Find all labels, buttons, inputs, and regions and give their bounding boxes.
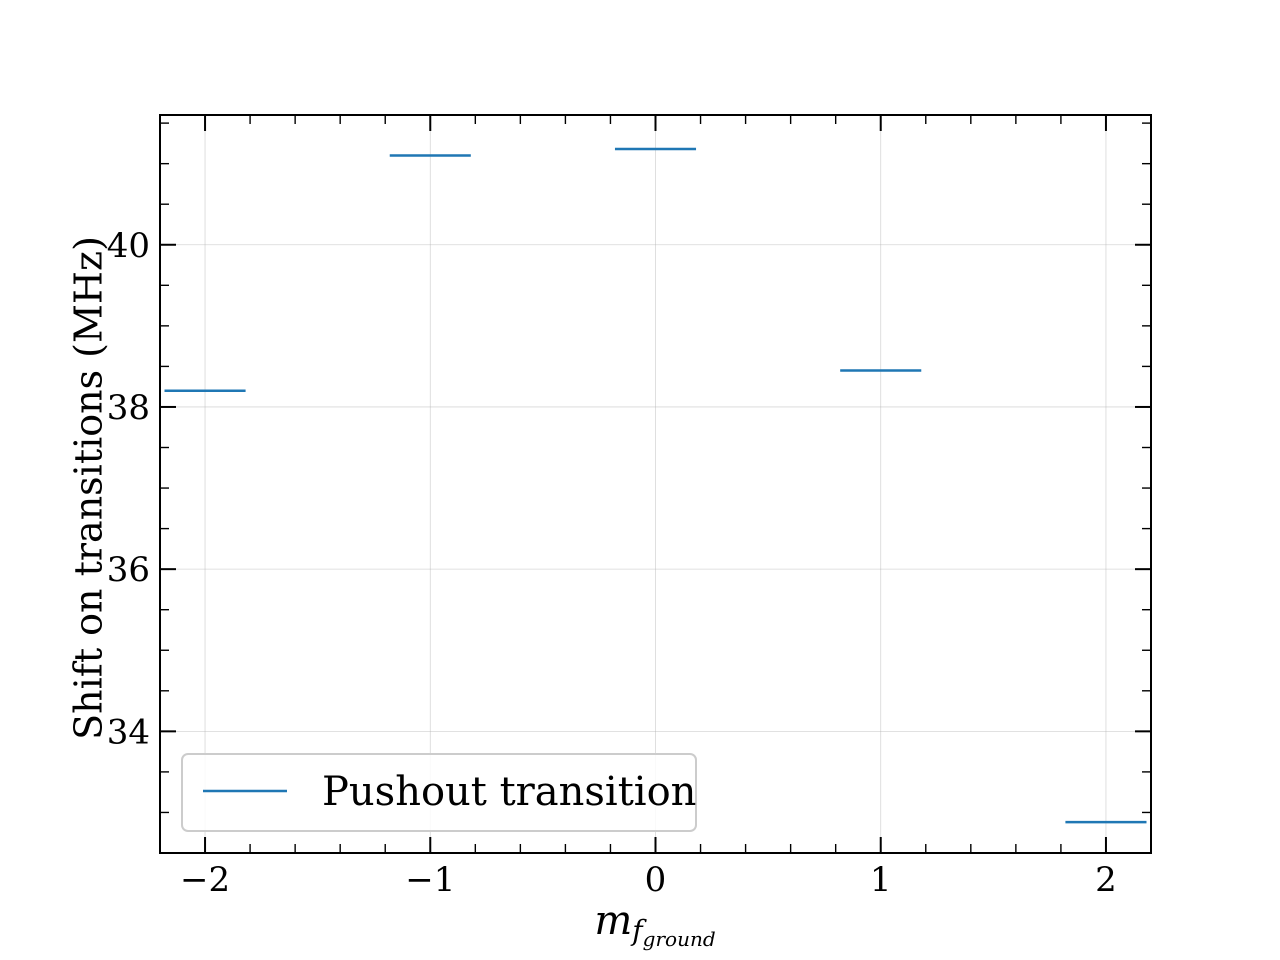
x-tick-label: 0 — [645, 860, 667, 900]
y-tick-label: 38 — [107, 388, 150, 428]
legend-label: Pushout transition — [322, 769, 696, 815]
legend: Pushout transition — [181, 753, 697, 832]
y-tick-label: 40 — [107, 226, 150, 266]
x-axis-label-main: m — [594, 898, 632, 944]
x-axis-label: mfground — [594, 898, 715, 951]
x-axis-label-subsub: ground — [643, 927, 716, 951]
x-tick-label: −1 — [405, 860, 455, 900]
y-tick-label: 36 — [107, 550, 150, 590]
x-tick-label: −2 — [180, 860, 230, 900]
series-lines — [164, 147, 1147, 824]
x-tick-label: 1 — [870, 860, 892, 900]
axis-ticks — [159, 115, 1152, 854]
x-tick-label: 2 — [1095, 860, 1117, 900]
legend-box — [181, 753, 697, 832]
y-axis-label: Shift on transitions (MHz) — [67, 236, 111, 740]
grid-lines — [160, 115, 1151, 853]
y-tick-label: 34 — [107, 712, 150, 752]
tick-labels: −2 −1 0 1 2 34 36 38 40 — [107, 226, 1117, 900]
